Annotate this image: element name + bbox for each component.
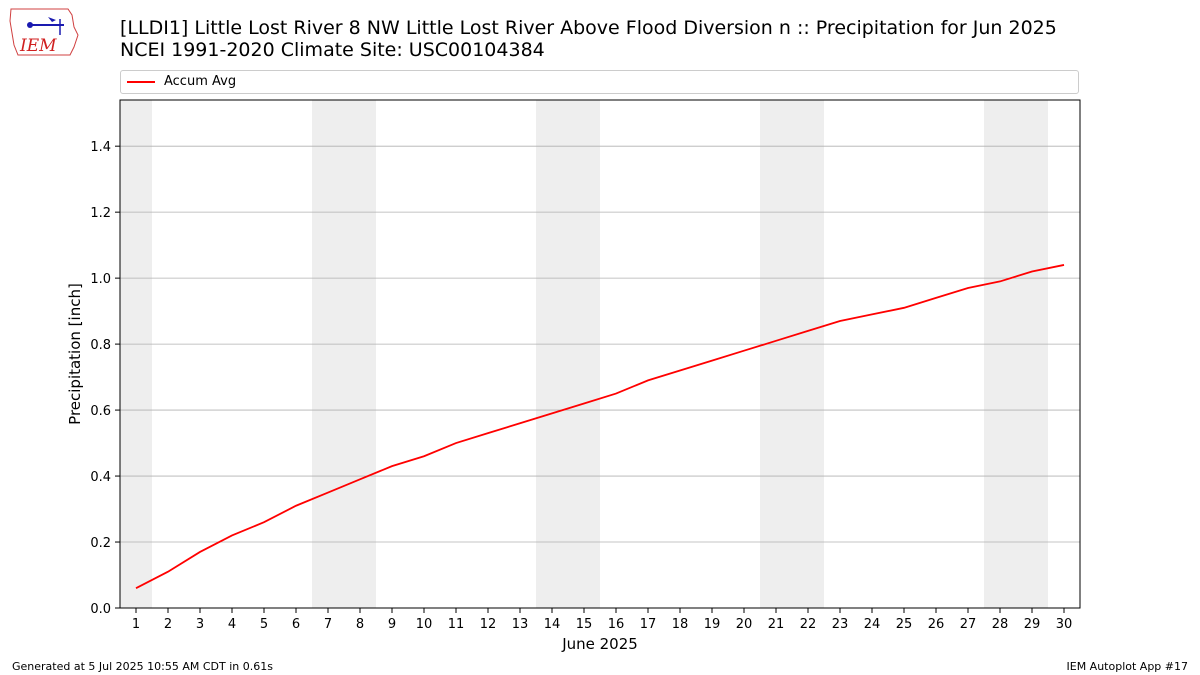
x-tick-label-1: 2 (164, 617, 172, 632)
data-point-0-0 (135, 587, 137, 589)
y-tick-label-7: 1.4 (90, 140, 111, 155)
x-tick-label-16: 17 (640, 617, 657, 632)
x-tick-label-20: 21 (768, 617, 785, 632)
x-tick-label-6: 7 (324, 617, 332, 632)
x-tick-label-13: 14 (544, 617, 561, 632)
y-tick-label-5: 1.0 (90, 272, 111, 287)
x-tick-label-19: 20 (736, 617, 753, 632)
series-line-0 (135, 264, 1065, 590)
data-point-0-28 (1031, 271, 1033, 273)
x-tick-label-8: 9 (388, 617, 396, 632)
data-point-0-12 (519, 422, 521, 424)
data-point-0-5 (295, 505, 297, 507)
data-point-0-3 (231, 534, 233, 536)
data-point-0-2 (199, 551, 201, 553)
data-point-0-13 (551, 412, 553, 414)
data-point-0-9 (423, 455, 425, 457)
x-tick-label-25: 26 (928, 617, 945, 632)
data-point-0-14 (583, 402, 585, 404)
data-point-0-10 (455, 442, 457, 444)
y-axis-label: Precipitation [inch] (66, 283, 84, 425)
x-tick-label-21: 22 (800, 617, 817, 632)
x-tick-label-14: 15 (576, 617, 593, 632)
x-tick-label-4: 5 (260, 617, 268, 632)
iem-logo: IEM (8, 5, 80, 59)
x-tick-label-15: 16 (608, 617, 625, 632)
x-tick-label-23: 24 (864, 617, 881, 632)
y-tick-label-6: 1.2 (90, 206, 111, 221)
plot-frame (119, 99, 1081, 609)
data-point-0-17 (679, 369, 681, 371)
data-point-0-27 (999, 280, 1001, 282)
x-tick-label-24: 25 (896, 617, 913, 632)
x-tick-label-11: 12 (480, 617, 497, 632)
x-tick-label-9: 10 (416, 617, 433, 632)
x-tick-label-12: 13 (512, 617, 529, 632)
x-tick-label-3: 4 (228, 617, 236, 632)
data-point-0-7 (359, 478, 361, 480)
weekend-shade-0 (120, 100, 152, 608)
x-tick-label-29: 30 (1056, 617, 1073, 632)
data-point-0-6 (327, 492, 329, 494)
legend: Accum Avg (120, 70, 1079, 94)
x-tick-label-0: 1 (132, 617, 140, 632)
x-tick-label-18: 19 (704, 617, 721, 632)
data-point-0-1 (167, 571, 169, 573)
app-label: IEM Autoplot App #17 (1066, 660, 1189, 673)
x-tick-label-2: 3 (196, 617, 204, 632)
x-tick-label-22: 23 (832, 617, 849, 632)
x-tick-label-5: 6 (292, 617, 300, 632)
data-point-0-15 (615, 393, 617, 395)
data-point-0-16 (647, 379, 649, 381)
x-tick-label-7: 8 (356, 617, 364, 632)
data-point-0-22 (839, 320, 841, 322)
data-point-0-21 (807, 330, 809, 332)
weekend-shade-1 (312, 100, 376, 608)
data-point-0-26 (967, 287, 969, 289)
data-point-0-11 (487, 432, 489, 434)
data-point-0-25 (935, 297, 937, 299)
chart-title: [LLDI1] Little Lost River 8 NW Little Lo… (120, 17, 1057, 39)
y-tick-label-3: 0.6 (90, 404, 111, 419)
legend-label: Accum Avg (164, 74, 237, 89)
logo-text: IEM (19, 36, 57, 56)
data-point-0-20 (775, 340, 777, 342)
data-point-0-23 (871, 313, 873, 315)
weekend-shade-4 (984, 100, 1048, 608)
y-tick-label-1: 0.2 (90, 536, 111, 551)
x-tick-label-10: 11 (448, 617, 465, 632)
x-tick-label-28: 29 (1024, 617, 1041, 632)
generated-timestamp: Generated at 5 Jul 2025 10:55 AM CDT in … (12, 660, 273, 673)
data-point-0-18 (711, 360, 713, 362)
chart-subtitle: NCEI 1991-2020 Climate Site: USC00104384 (120, 39, 545, 61)
data-point-0-29 (1063, 264, 1065, 266)
x-tick-label-26: 27 (960, 617, 977, 632)
data-point-0-24 (903, 307, 905, 309)
weekend-shade-2 (536, 100, 600, 608)
weekend-shade-3 (760, 100, 824, 608)
y-tick-label-4: 0.8 (90, 338, 111, 353)
x-tick-label-27: 28 (992, 617, 1009, 632)
x-tick-label-17: 18 (672, 617, 689, 632)
x-axis-label: June 2025 (561, 635, 638, 653)
legend-line-swatch (127, 81, 155, 83)
data-point-0-19 (743, 350, 745, 352)
data-point-0-4 (263, 521, 265, 523)
y-tick-label-2: 0.4 (90, 470, 111, 485)
y-tick-label-0: 0.0 (90, 602, 111, 617)
data-point-0-8 (391, 465, 393, 467)
